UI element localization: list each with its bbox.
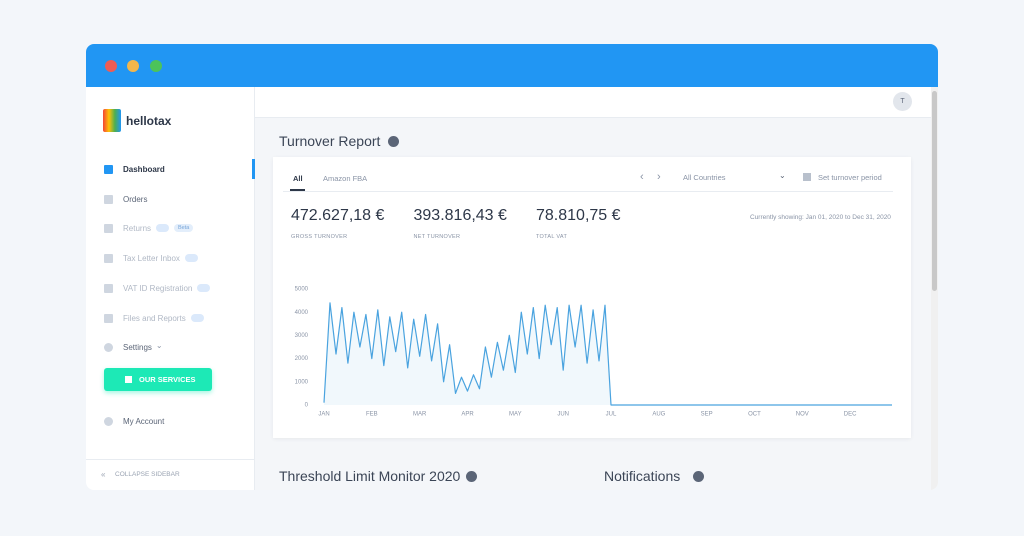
y-tick-label: 4000 [295, 310, 309, 316]
select-caret: ⌄ [779, 171, 786, 180]
lock-badge [156, 224, 170, 233]
y-tick-label: 0 [305, 403, 309, 409]
grid-icon [125, 376, 132, 383]
lock-badge [184, 254, 198, 263]
avatar[interactable]: T [893, 92, 912, 111]
lock-badge [190, 313, 204, 322]
x-tick-label: NOV [796, 412, 809, 418]
logo [103, 109, 121, 132]
kpi-value: 78.810,75 € [536, 207, 621, 224]
menu-icon [104, 283, 113, 293]
x-tick-label: DEC [844, 412, 857, 418]
services-button[interactable]: OUR SERVICES [104, 368, 212, 391]
x-tick-label: MAY [509, 412, 522, 418]
kpi-value: 393.816,43 € [413, 207, 507, 224]
caret: ⌄ [155, 341, 163, 351]
menu-icon [104, 254, 113, 264]
kpi-value: 472.627,18 € [291, 207, 385, 224]
menu-icon [104, 343, 113, 353]
x-tick-label: MAR [413, 412, 427, 418]
x-tick-label: JUN [557, 412, 569, 418]
collapse[interactable]: COLLAPSE SIDEBAR [115, 471, 180, 478]
x-tick-label: OCT [748, 412, 761, 418]
menu-icon [104, 313, 113, 323]
help-icon[interactable] [388, 136, 399, 147]
kpi-label: GROSS TURNOVER [291, 234, 348, 240]
x-tick-label: JUL [606, 412, 617, 418]
divider [86, 459, 254, 460]
active-indicator [252, 159, 255, 179]
topbar [255, 87, 938, 118]
report-title: Turnover Report [279, 133, 381, 149]
country-select[interactable]: All Countries [683, 173, 726, 182]
x-tick-label: SEP [701, 412, 713, 418]
prev-arrow[interactable]: ‹ [640, 171, 644, 183]
report-card [273, 157, 911, 438]
min-dot[interactable] [127, 60, 139, 72]
menu-item[interactable]: Tax Letter Inbox [123, 254, 180, 264]
period[interactable]: Set turnover period [818, 173, 882, 182]
menu-item[interactable]: Dashboard [123, 165, 165, 174]
y-tick-label: 3000 [295, 333, 309, 339]
close-dot[interactable] [105, 60, 117, 72]
kpi-label: TOTAL VAT [536, 234, 568, 240]
x-tick-label: JAN [318, 412, 329, 418]
section-title: Threshold Limit Monitor 2020 [279, 468, 461, 484]
button-label: OUR SERVICES [139, 375, 196, 384]
badge: Beta [174, 223, 194, 232]
menu-item[interactable]: Settings [123, 343, 152, 353]
x-tick-label: APR [461, 412, 474, 418]
x-tick-label: FEB [366, 412, 378, 418]
scrollbar [931, 87, 938, 490]
menu-item[interactable]: VAT ID Registration [123, 283, 193, 293]
menu-icon [104, 224, 113, 234]
y-tick-label: 2000 [295, 356, 309, 362]
brand: hellotax [126, 114, 172, 128]
scroll-thumb[interactable] [932, 91, 937, 291]
menu-item[interactable]: Returns [123, 224, 152, 234]
collapse-icon: « [101, 470, 106, 479]
menu-icon [104, 165, 113, 174]
max-dot[interactable] [150, 60, 162, 72]
account[interactable]: My Account [123, 417, 165, 426]
y-tick-label: 5000 [295, 287, 309, 293]
next-arrow[interactable]: › [657, 171, 661, 183]
tab-underline [290, 189, 305, 191]
showing: Currently showing: Jan 01, 2020 to Dec 3… [750, 214, 891, 221]
menu-item[interactable]: Files and Reports [123, 313, 186, 323]
tab[interactable]: All [293, 174, 303, 183]
tab[interactable]: Amazon FBA [323, 174, 368, 183]
title-bar [86, 44, 938, 87]
help-icon[interactable] [693, 471, 704, 482]
y-tick-label: 1000 [295, 379, 309, 385]
menu-item[interactable]: Orders [123, 194, 148, 204]
area [324, 302, 892, 405]
line [323, 302, 892, 406]
account-icon [104, 417, 113, 426]
x-tick-label: AUG [652, 412, 665, 418]
help-icon[interactable] [466, 471, 477, 482]
menu-icon [104, 194, 113, 204]
calendar-icon [803, 173, 811, 181]
lock-badge [197, 283, 211, 292]
tabs-border [283, 191, 893, 192]
kpi-label: NET TURNOVER [413, 234, 461, 240]
section-title: Notifications [604, 468, 681, 484]
sidebar-border [254, 87, 255, 490]
